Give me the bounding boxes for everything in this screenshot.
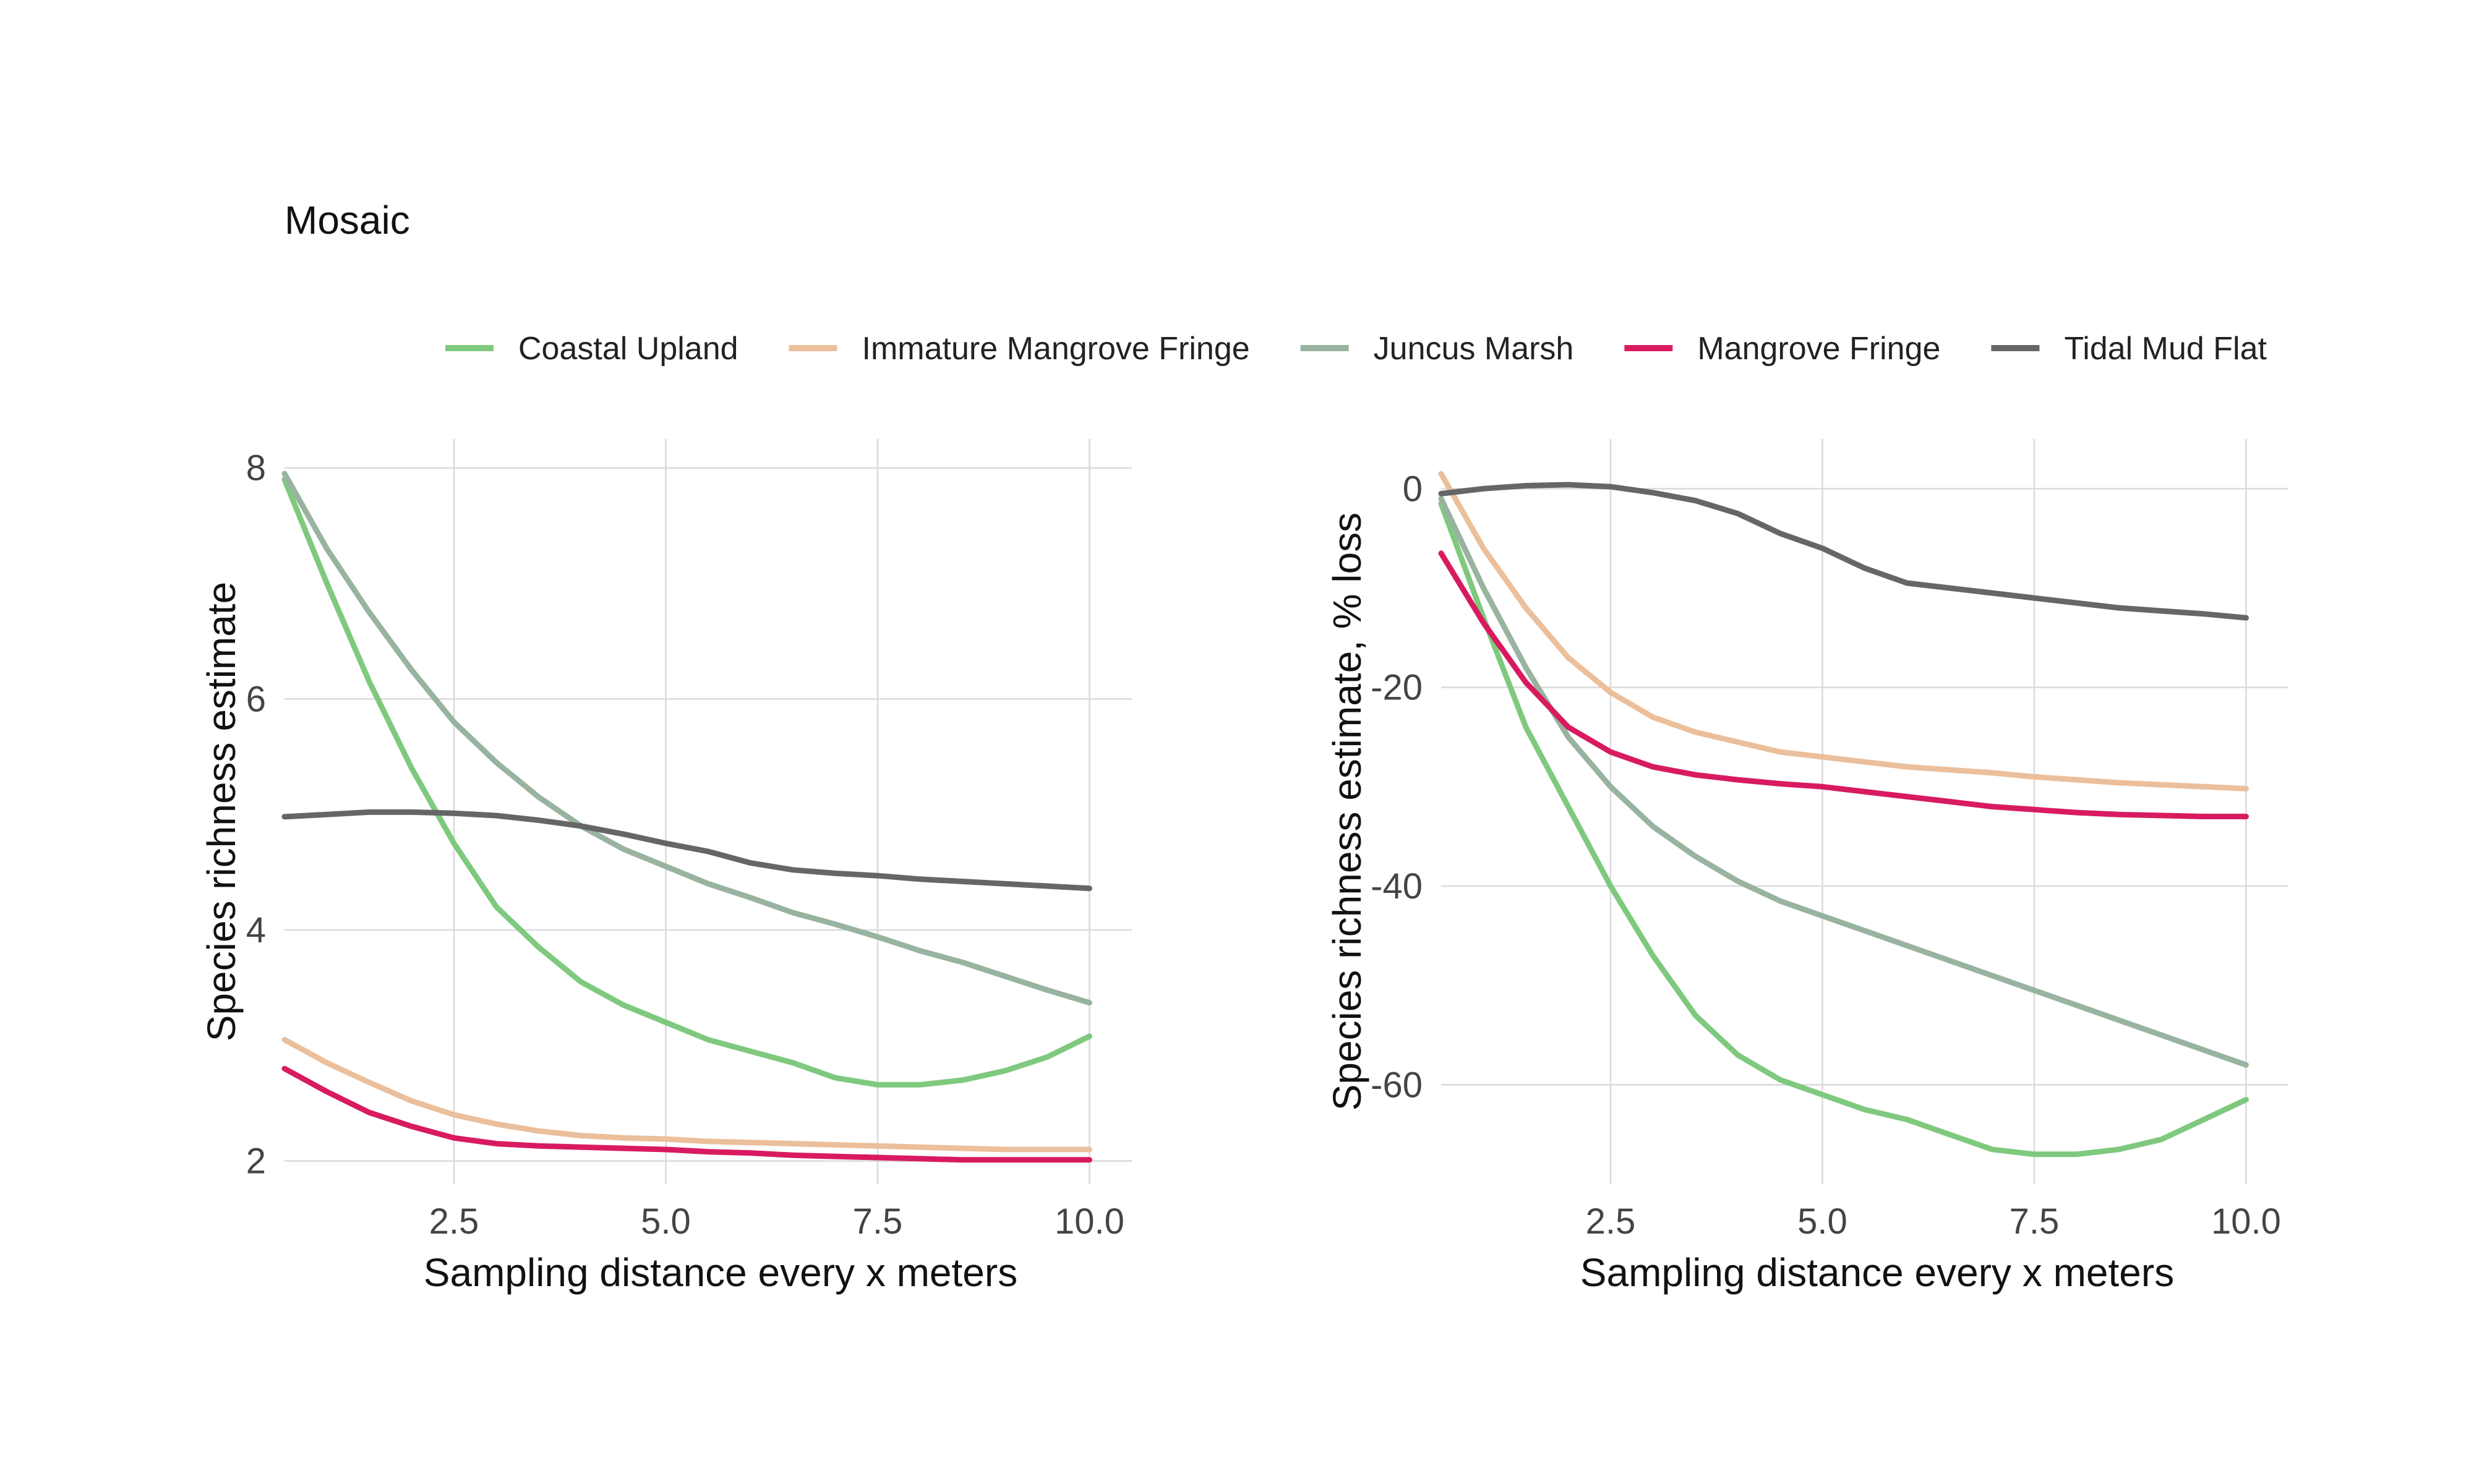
series-line-juncus-marsh xyxy=(281,471,1092,1006)
series-line-tidal-mud-flat xyxy=(281,809,1092,892)
x-tick-label: 2.5 xyxy=(1586,1201,1636,1242)
legend-label: Juncus Marsh xyxy=(1374,331,1574,367)
series-line-immature-mangrove-fringe xyxy=(281,1037,1092,1153)
series-line-coastal-upland xyxy=(1438,500,2249,1158)
y-tick-label: 0 xyxy=(1403,469,1423,509)
series-line-tidal-mud-flat xyxy=(1438,482,2249,621)
grid xyxy=(285,439,1132,1184)
y-tick-label: 2 xyxy=(246,1141,266,1182)
series-line-mangrove-fringe xyxy=(281,1065,1092,1163)
series-line-coastal-upland xyxy=(281,476,1092,1088)
figure-title: Mosaic xyxy=(285,198,410,242)
legend-label: Immature Mangrove Fringe xyxy=(862,331,1250,367)
grid xyxy=(1441,439,2288,1184)
legend-item-immature-mangrove-fringe: Immature Mangrove Fringe xyxy=(789,331,1250,367)
x-tick-label: 10.0 xyxy=(1055,1201,1124,1242)
y-axis-title: Species richness estimate xyxy=(199,582,244,1041)
legend-label: Mangrove Fringe xyxy=(1697,331,1940,367)
legend-item-coastal-upland: Coastal Upland xyxy=(445,331,738,367)
x-tick-label: 5.0 xyxy=(1797,1201,1847,1242)
right-panel: 2.5 5.0 7.5 10.0 0 -20 -40 -60 Sampling distance… xyxy=(1325,439,2288,1295)
series-line-mangrove-fringe xyxy=(1438,550,2249,819)
series-line-immature-mangrove-fringe xyxy=(1438,471,2249,791)
x-tick-label: 7.5 xyxy=(2010,1201,2060,1242)
y-tick-label: 4 xyxy=(246,910,266,950)
x-axis-title: Sampling distance every x meters xyxy=(1580,1250,2174,1295)
left-panel: 2.5 5.0 7.5 10.0 2 4 6 8 Sampling distance every… xyxy=(199,439,1132,1295)
x-tick-label: 2.5 xyxy=(429,1201,479,1242)
legend-label: Coastal Upland xyxy=(518,331,738,367)
y-axis-title: Species richness estimate, % loss xyxy=(1325,513,1369,1111)
y-tick-label: -60 xyxy=(1371,1065,1423,1105)
x-axis-title: Sampling distance every x meters xyxy=(424,1250,1017,1295)
legend: Coastal Upland Immature Mangrove Fringe Ju… xyxy=(445,331,2267,367)
y-tick-label: -40 xyxy=(1371,866,1423,906)
legend-label: Tidal Mud Flat xyxy=(2064,331,2267,367)
x-tick-label: 5.0 xyxy=(641,1201,691,1242)
legend-item-mangrove-fringe: Mangrove Fringe xyxy=(1624,331,1940,367)
y-tick-label: -20 xyxy=(1371,668,1423,708)
legend-item-tidal-mud-flat: Tidal Mud Flat xyxy=(1991,331,2267,367)
legend-item-juncus-marsh: Juncus Marsh xyxy=(1300,331,1574,367)
y-tick-label: 6 xyxy=(246,679,266,719)
x-tick-label: 10.0 xyxy=(2211,1201,2281,1242)
x-tick-label: 7.5 xyxy=(853,1201,903,1242)
y-tick-label: 8 xyxy=(246,448,266,488)
series-line-juncus-marsh xyxy=(1438,495,2249,1068)
